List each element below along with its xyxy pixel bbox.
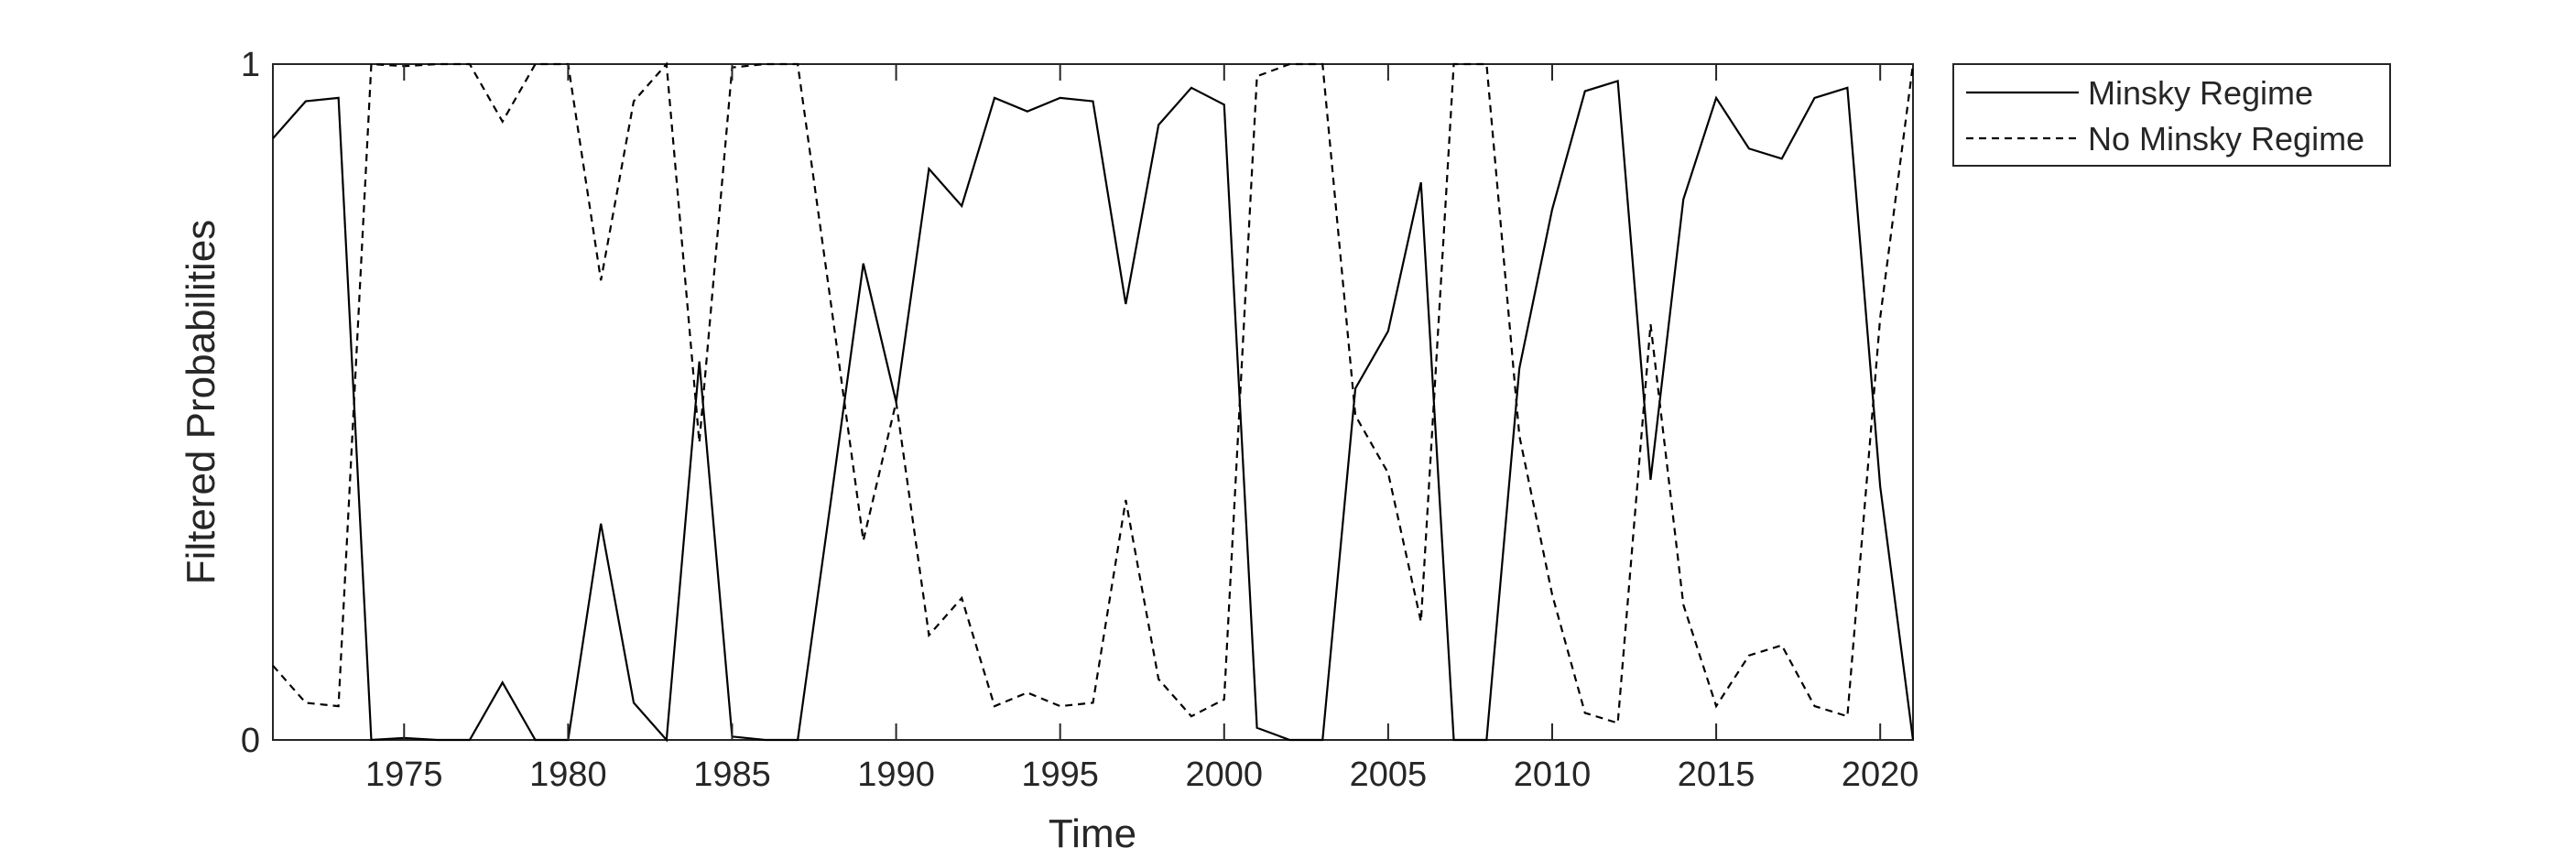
x-tick-label: 2010: [1514, 756, 1592, 794]
series-layer: [272, 61, 1915, 743]
x-tick-label: 1990: [857, 756, 935, 794]
x-tick-labels: 1975 1980 1985 1990 1995 2000 2005 2010 2015 2020: [365, 756, 1918, 794]
legend: Minsky Regime No Minsky Regime: [1952, 63, 2391, 167]
plot-area: [272, 63, 1914, 741]
legend-label-minsky-regime: Minsky Regime: [2088, 74, 2313, 112]
y-tick-label: 0: [241, 722, 260, 760]
y-axis-title: Filtered Probabilities: [179, 220, 223, 585]
x-tick-label: 1995: [1021, 756, 1099, 794]
x-tick-label: 2000: [1186, 756, 1264, 794]
x-tick-label: 2020: [1842, 756, 1919, 794]
x-axis-title: Time: [1049, 811, 1136, 856]
y-tick-label: 1: [241, 46, 260, 84]
x-tick-label: 1985: [693, 756, 771, 794]
series-line-no-minsky-regime: [272, 61, 1915, 725]
legend-box: [1952, 63, 2391, 167]
series-line-minsky-regime: [272, 79, 1915, 743]
tick-layer: [273, 63, 1913, 741]
y-tick-labels: 01: [241, 46, 260, 760]
x-tick-label: 1975: [365, 756, 443, 794]
legend-label-no-minsky-regime: No Minsky Regime: [2088, 120, 2364, 158]
x-tick-label: 2005: [1350, 756, 1428, 794]
x-tick-label: 2015: [1678, 756, 1755, 794]
x-tick-label: 1980: [529, 756, 607, 794]
